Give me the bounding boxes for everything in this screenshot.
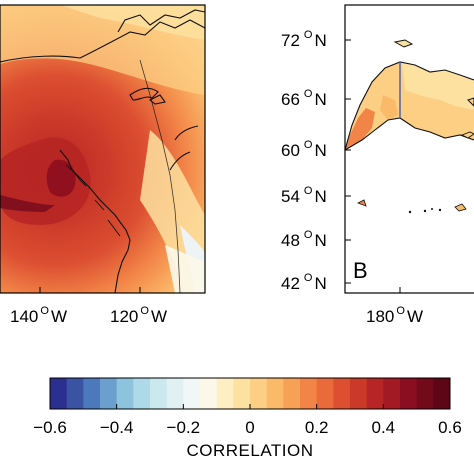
panel-b-aleutian: [357, 199, 367, 207]
colorbar-swatch: [300, 378, 318, 409]
panel-a-xtick-label: 140 O W: [10, 305, 67, 326]
panel-b-island-east: [467, 97, 474, 107]
panel-b-aleutian: [454, 203, 467, 212]
colorbar-tick-label: 0.2: [305, 418, 329, 437]
panel-b-xtick-label: 180 O W: [366, 305, 423, 326]
colorbar-swatch: [83, 378, 101, 409]
colorbar-swatch: [233, 378, 251, 409]
colorbar-swatch: [50, 378, 68, 409]
colorbar-label: CORRELATION: [186, 441, 313, 460]
panel-b-ytick-label: 48 O N: [281, 229, 327, 250]
colorbar-tick-label: −0.4: [100, 418, 134, 437]
colorbar-tick-label: 0: [245, 418, 254, 437]
panel-b-coastline-south: [345, 117, 474, 151]
panel-b-aleutian-dot: [438, 208, 442, 212]
colorbar-swatch: [283, 378, 301, 409]
panel-a-frame: [0, 4, 206, 294]
panel-a-xtick-label: 120 O W: [110, 305, 167, 326]
colorbar: −0.6 −0.4 −0.2 0 0.2 0.4 0.6 CORRELATION: [33, 377, 462, 460]
panel-a: 140 O W 120 O W: [0, 4, 206, 326]
colorbar-swatch: [366, 378, 384, 409]
panel-a-lakes: [169, 125, 199, 171]
colorbar-ticks: −0.6 −0.4 −0.2 0 0.2 0.4 0.6: [33, 404, 462, 437]
colorbar-swatch: [133, 378, 151, 409]
panel-a-islands-bc: [65, 164, 121, 237]
panel-a-core: [0, 137, 91, 225]
colorbar-swatches: [50, 378, 451, 409]
colorbar-swatch: [183, 378, 201, 409]
panel-b-ytick-label: 66 O N: [281, 88, 327, 109]
colorbar-tick-label: 0.4: [372, 418, 396, 437]
colorbar-tick-label: 0.6: [438, 418, 462, 437]
colorbar-swatch: [400, 378, 418, 409]
colorbar-swatch: [316, 378, 334, 409]
panel-b-map: [345, 5, 474, 293]
panel-b-ytick-label: 72 O N: [281, 29, 327, 50]
colorbar-swatch: [383, 378, 401, 409]
colorbar-swatch: [250, 378, 268, 409]
colorbar-swatch: [350, 378, 368, 409]
panel-a-island: [129, 87, 166, 105]
panel-a-north-contour-2: [60, 5, 205, 40]
colorbar-swatch: [416, 378, 434, 409]
colorbar-tick-label: −0.6: [33, 418, 67, 437]
panel-b-ytick-label: 60 O N: [281, 139, 327, 160]
panel-b-ytick-label: 42 O N: [281, 272, 327, 293]
colorbar-swatch: [200, 378, 218, 409]
panel-b-aleutian-dot: [431, 208, 433, 210]
panel-a-core-band: [0, 195, 55, 212]
panel-b-island-se: [460, 131, 474, 139]
panel-a-coastline-north: [0, 9, 205, 63]
panel-b-land-mid: [380, 95, 398, 120]
panel-b-frame: [344, 4, 474, 294]
colorbar-swatch: [266, 378, 284, 409]
panel-b-letter: B: [353, 258, 368, 283]
panel-b-land-west: [345, 108, 375, 150]
panel-a-border: [139, 59, 181, 293]
panel-b: 72 O N 66 O N 60 O N 54 O N 48 O N 42 O N 180 O W B: [281, 4, 474, 326]
panel-b-aleutian-dot: [408, 210, 412, 214]
colorbar-swatch: [100, 378, 118, 409]
panel-b-island-north: [393, 39, 414, 48]
colorbar-tick-label: −0.2: [167, 418, 201, 437]
colorbar-swatch: [433, 378, 451, 409]
panel-a-neutral-zone-2: [165, 245, 205, 293]
colorbar-swatch: [166, 378, 184, 409]
colorbar-swatch: [333, 378, 351, 409]
colorbar-swatch: [150, 378, 168, 409]
panel-b-ytick-label: 54 O N: [281, 185, 327, 206]
panel-b-aleutian-dot: [423, 209, 427, 213]
colorbar-swatch: [216, 378, 234, 409]
colorbar-swatch: [116, 378, 134, 409]
panel-a-core-max: [46, 159, 76, 197]
colorbar-swatch: [66, 378, 84, 409]
panel-a-map: [0, 5, 205, 293]
